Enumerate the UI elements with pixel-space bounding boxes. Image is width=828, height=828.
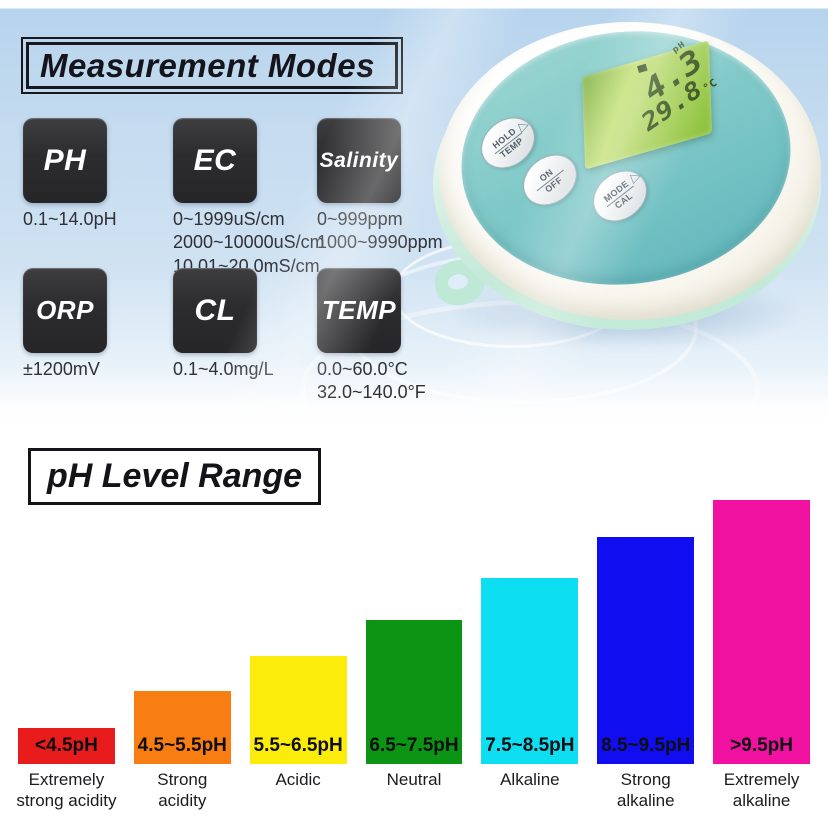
mode-tile-label: Salinity <box>319 148 399 172</box>
mode-range-text: 0.1~14.0pH <box>23 208 173 231</box>
mode-range-line: 0.1~14.0pH <box>23 209 117 229</box>
mode-range-line: 32.0~140.0°F <box>317 382 426 403</box>
ph-bar-range-label: 4.5~5.5pH <box>137 735 227 756</box>
ph-category-label: Extremely strong acidity <box>16 770 117 816</box>
ph-category-text: Acidic <box>275 770 321 789</box>
mode-tile-ec: EC <box>173 118 257 203</box>
mode-range-text: 0.0~60.0°C 32.0~140.0°F <box>317 358 467 405</box>
ph-bar: >9.5pH <box>713 500 811 764</box>
mode-tile-ph: PH <box>23 118 107 203</box>
ph-bar-range-label: 7.5~8.5pH <box>485 735 575 756</box>
mode-tile-temp: TEMP <box>317 268 401 353</box>
mode-salinity: Salinity 0~999ppm 1000~9990ppm <box>317 118 467 255</box>
mode-ec: EC 0~1999uS/cm 2000~10000uS/cm 10.01~20.0mS… <box>173 118 325 278</box>
ph-bar-range-label: 8.5~9.5pH <box>601 735 691 756</box>
measurement-modes-title-box: Measurement Modes <box>21 37 403 94</box>
mode-range-text: 0~999ppm 1000~9990ppm <box>317 208 467 255</box>
ph-range-section: pH Level Range <4.5pH 4.5~5.5pH 5.5~6.5pH 6… <box>0 420 828 828</box>
ph-category-label: Alkaline <box>481 770 578 816</box>
ph-category-text: Extremely alkaline <box>723 770 800 810</box>
ph-bar: 4.5~5.5pH <box>133 691 231 764</box>
hook-hole <box>446 272 470 292</box>
mode-range-text: ±1200mV <box>23 358 173 381</box>
mode-tile-label: TEMP <box>321 295 397 325</box>
ph-bar: <4.5pH <box>18 728 115 764</box>
ph-category-text: Alkaline <box>500 770 560 789</box>
mode-tile-label: CL <box>194 293 236 327</box>
mode-tile-orp: ORP <box>23 268 107 353</box>
ph-bar: 8.5~9.5pH <box>597 537 695 764</box>
ph-category-label: Strong alkaline <box>597 770 694 816</box>
ph-bar-range-label: 5.5~6.5pH <box>253 735 343 756</box>
ph-category-text: Strong acidity <box>157 770 208 810</box>
measurement-modes-section: Measurement Modes PH 0.1~14.0pH EC 0~1999uS… <box>0 0 828 480</box>
ph-bar: 7.5~8.5pH <box>481 578 579 764</box>
mode-tile-cl: CL <box>173 268 257 353</box>
ph-category-label: Extremely alkaline <box>713 770 810 816</box>
ph-range-title: pH Level Range <box>47 457 303 495</box>
ph-category-label: Neutral <box>366 770 463 816</box>
ph-category-label: Acidic <box>250 770 347 816</box>
ph-bar: 5.5~6.5pH <box>249 656 347 764</box>
ph-meter-device: pH 4.3 29.8°C HOLD TEMP ON OFF MODE CAL ▷ ▷ <box>430 8 827 350</box>
mode-tile-salinity: Salinity <box>317 118 401 203</box>
mode-range-line: 2000~10000uS/cm <box>173 232 325 253</box>
mode-tile-label: PH <box>43 143 87 177</box>
ph-category-labels: Extremely strong acidity Strong acidity Ac… <box>16 770 810 816</box>
mode-range-line: ±1200mV <box>23 359 100 379</box>
ph-category-label: Strong acidity <box>134 770 231 816</box>
measurement-modes-title: Measurement Modes <box>40 46 375 84</box>
mode-range-line: 1000~9990ppm <box>317 232 443 253</box>
ph-bar-chart: <4.5pH 4.5~5.5pH 5.5~6.5pH 6.5~7.5pH 7.5~8.5… <box>18 500 811 764</box>
mode-tile-label: EC <box>193 143 237 177</box>
mode-range-line: 0~999ppm <box>317 209 403 229</box>
measurement-modes-title-inner: Measurement Modes <box>26 42 398 89</box>
mode-range-line: 0.1~4.0mg/L <box>173 359 274 379</box>
ph-range-title-box: pH Level Range <box>28 448 322 505</box>
ph-category-text: Neutral <box>386 770 442 789</box>
mode-tile-label: ORP <box>36 295 94 325</box>
mode-range-line: 0.0~60.0°C <box>317 359 408 379</box>
mode-range-line: 0~1999uS/cm <box>173 209 285 229</box>
mode-orp: ORP ±1200mV <box>23 268 173 381</box>
mode-temp: TEMP 0.0~60.0°C 32.0~140.0°F <box>317 268 467 405</box>
ph-bar-range-label: >9.5pH <box>730 735 793 756</box>
mode-ph: PH 0.1~14.0pH <box>23 118 173 231</box>
mode-cl: CL 0.1~4.0mg/L <box>173 268 323 381</box>
ph-category-text: Strong alkaline <box>616 770 675 810</box>
ph-category-text: Extremely strong acidity <box>16 770 117 810</box>
ph-bar-range-label: <4.5pH <box>35 735 98 756</box>
ph-bar: 6.5~7.5pH <box>365 620 463 764</box>
ph-bar-range-label: 6.5~7.5pH <box>369 735 459 756</box>
mode-range-text: 0.1~4.0mg/L <box>173 358 323 381</box>
